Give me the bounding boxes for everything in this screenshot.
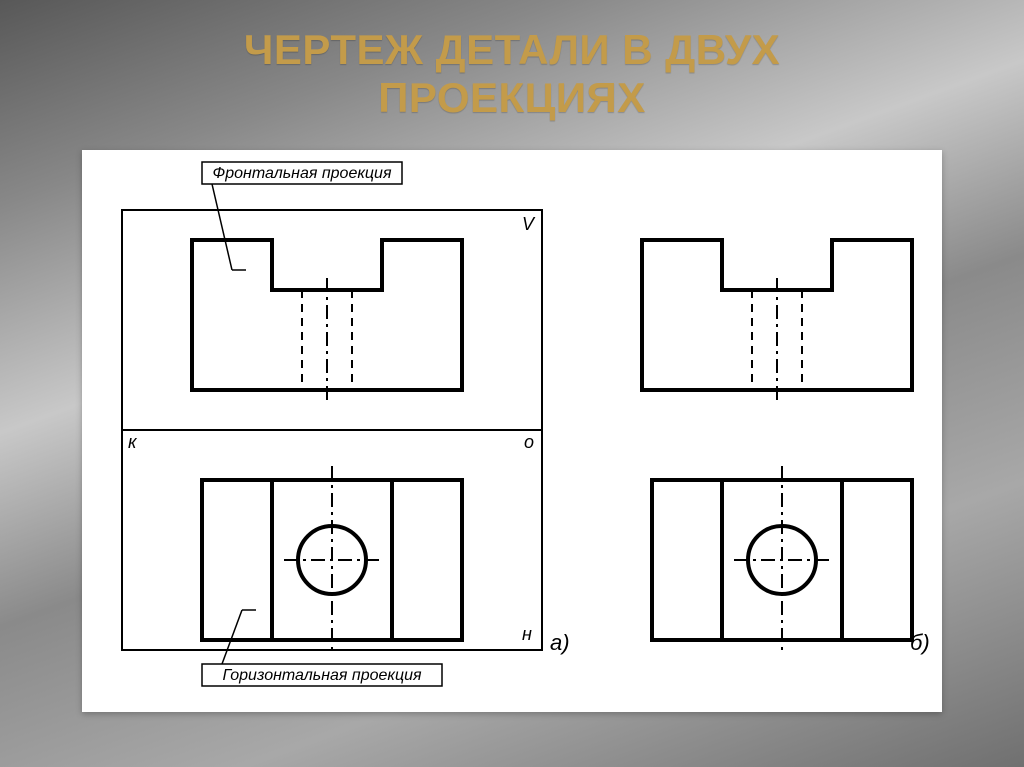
title-line-2: ПРОЕКЦИЯХ <box>378 74 646 121</box>
svg-text:Фронтальная проекция: Фронтальная проекция <box>213 165 392 182</box>
svg-text:V: V <box>522 214 536 234</box>
svg-text:о: о <box>524 432 534 452</box>
svg-text:н: н <box>522 624 532 644</box>
slide: ЧЕРТЕЖ ДЕТАЛИ В ДВУХ ПРОЕКЦИЯХ Vн к о Фронт… <box>0 0 1024 767</box>
svg-text:а): а) <box>550 630 570 655</box>
svg-text:Горизонтальная проекция: Горизонтальная проекция <box>222 667 422 684</box>
svg-text:к: к <box>128 432 138 452</box>
diagram-canvas: Vн к о Фронтальная проекция Горизонтальная п… <box>82 150 942 712</box>
diagram-svg: Vн к о Фронтальная проекция Горизонтальная п… <box>82 150 942 712</box>
title-line-1: ЧЕРТЕЖ ДЕТАЛИ В ДВУХ <box>244 26 780 73</box>
slide-title: ЧЕРТЕЖ ДЕТАЛИ В ДВУХ ПРОЕКЦИЯХ <box>0 0 1024 123</box>
svg-text:б): б) <box>910 630 930 655</box>
